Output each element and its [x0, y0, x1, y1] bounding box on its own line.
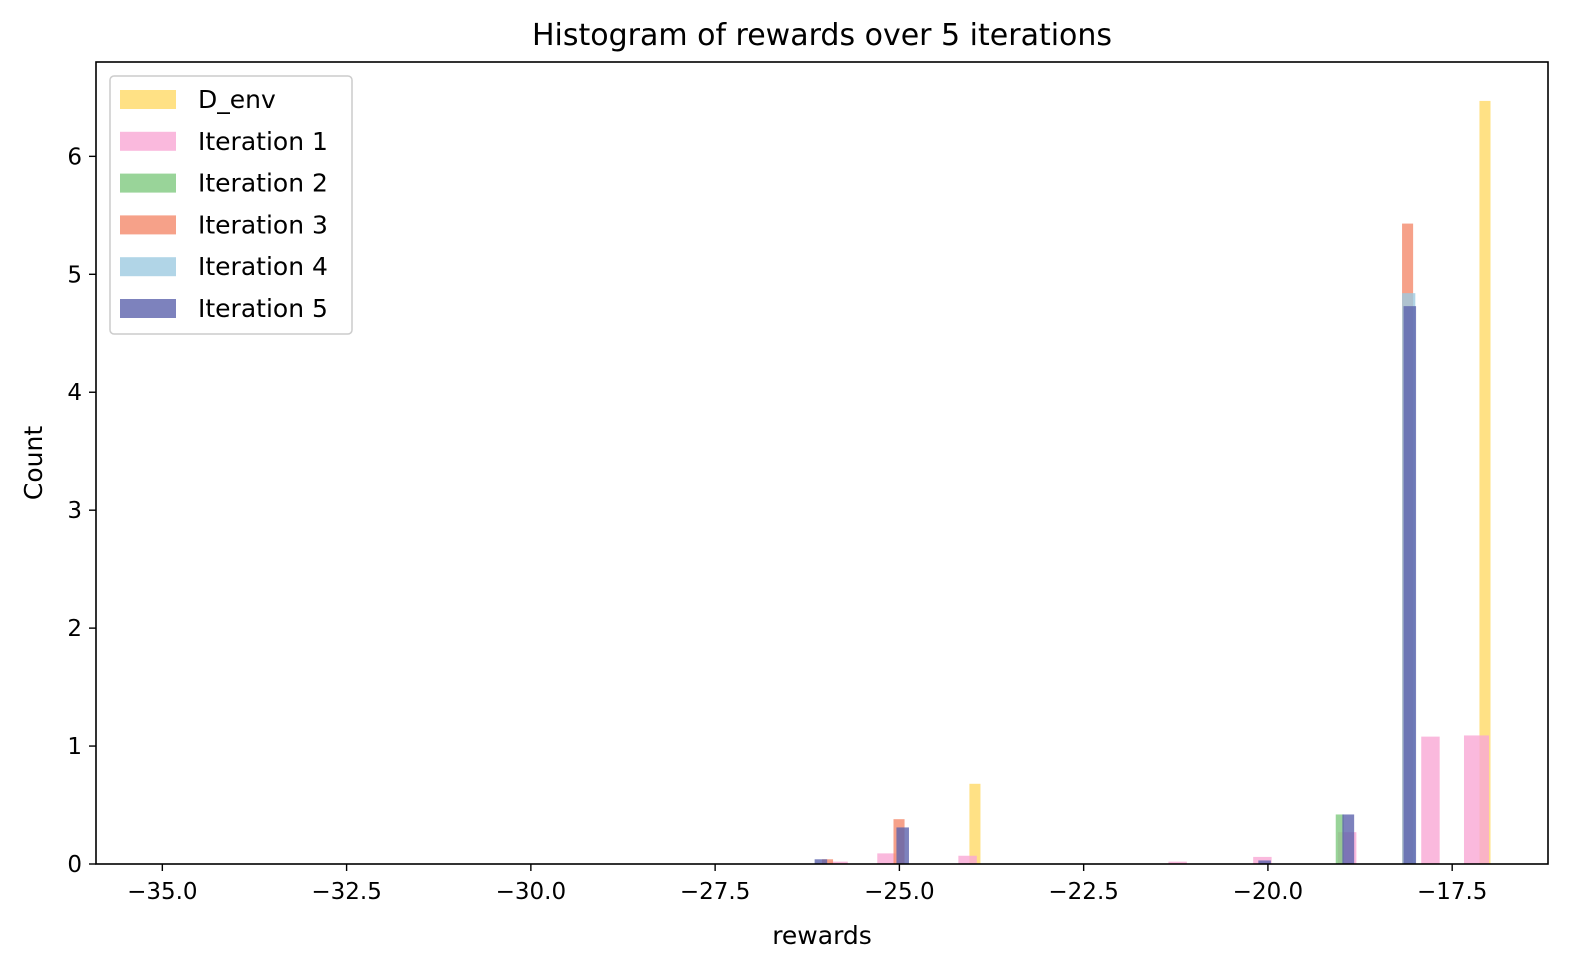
legend-label-iteration-1: Iteration 1 — [198, 127, 328, 156]
legend-swatch-d-env — [120, 90, 176, 109]
plot-frame — [95, 61, 1549, 865]
x-tick-label: −30.0 — [496, 879, 566, 905]
bar-iteration-1-0 — [829, 861, 848, 864]
y-tick-label: 2 — [67, 616, 82, 642]
x-axis-ticks: −35.0 −32.5 −30.0 −27.5 −25.0 −22.5 −20.0 −17.5 — [127, 864, 1487, 905]
bar-d-env-1 — [1479, 100, 1491, 865]
x-tick-label: −17.5 — [1417, 879, 1487, 905]
legend-label-iteration-4: Iteration 4 — [198, 252, 328, 281]
x-axis-label: rewards — [772, 921, 872, 950]
bar-iteration-3-0 — [822, 859, 834, 864]
x-tick-label: −25.0 — [864, 879, 934, 905]
x-tick-label: −32.5 — [311, 879, 381, 905]
legend-label-iteration-2: Iteration 2 — [198, 169, 328, 198]
bar-iteration-1-3 — [1168, 861, 1187, 864]
legend-swatch-iteration-5 — [120, 299, 176, 318]
legend-label-d-env: D_env — [198, 85, 276, 114]
x-tick-label: −20.0 — [1233, 879, 1303, 905]
bar-d-env-0 — [969, 783, 981, 864]
bar-iteration-1-6 — [1421, 736, 1440, 864]
bar-iteration-5-3 — [1342, 814, 1355, 864]
x-tick-label: −27.5 — [680, 879, 750, 905]
y-axis-ticks: 0 1 2 3 4 5 6 — [67, 144, 96, 878]
bar-iteration-5-0 — [814, 859, 828, 864]
legend-label-iteration-3: Iteration 3 — [198, 210, 328, 239]
legend-swatch-iteration-4 — [120, 257, 176, 277]
bar-iteration-5-2 — [1258, 860, 1271, 864]
bar-iteration-2-0 — [1335, 814, 1344, 864]
bars-layer — [814, 100, 1491, 865]
x-tick-label: −35.0 — [127, 879, 197, 905]
y-tick-label: 1 — [67, 734, 82, 760]
x-tick-label: −22.5 — [1048, 879, 1118, 905]
legend-label-iteration-5: Iteration 5 — [198, 294, 328, 323]
y-tick-label: 0 — [67, 852, 82, 878]
y-tick-label: 3 — [67, 498, 82, 524]
bar-iteration-5-4 — [1403, 306, 1417, 864]
y-tick-label: 6 — [67, 144, 82, 170]
y-tick-label: 4 — [67, 380, 82, 406]
legend-swatch-iteration-1 — [120, 131, 176, 151]
chart-title: Histogram of rewards over 5 iterations — [532, 18, 1112, 53]
bar-iteration-1-7 — [1463, 735, 1490, 864]
legend: D_env Iteration 1 Iteration 2 Iteration 3 It… — [109, 75, 353, 335]
y-axis-label: Count — [19, 426, 48, 500]
bar-iteration-1-2 — [958, 855, 977, 864]
bar-iteration-5-1 — [896, 827, 909, 864]
legend-swatch-iteration-2 — [120, 173, 176, 193]
y-tick-label: 5 — [67, 262, 82, 288]
bar-iteration-1-4 — [1253, 856, 1272, 864]
bar-iteration-1-1 — [877, 853, 896, 864]
legend-swatch-iteration-3 — [120, 215, 176, 235]
